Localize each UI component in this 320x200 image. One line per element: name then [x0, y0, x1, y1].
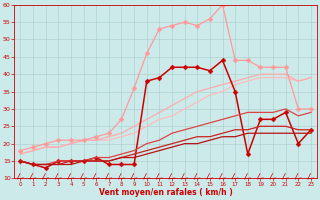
X-axis label: Vent moyen/en rafales ( km/h ): Vent moyen/en rafales ( km/h )	[99, 188, 233, 197]
